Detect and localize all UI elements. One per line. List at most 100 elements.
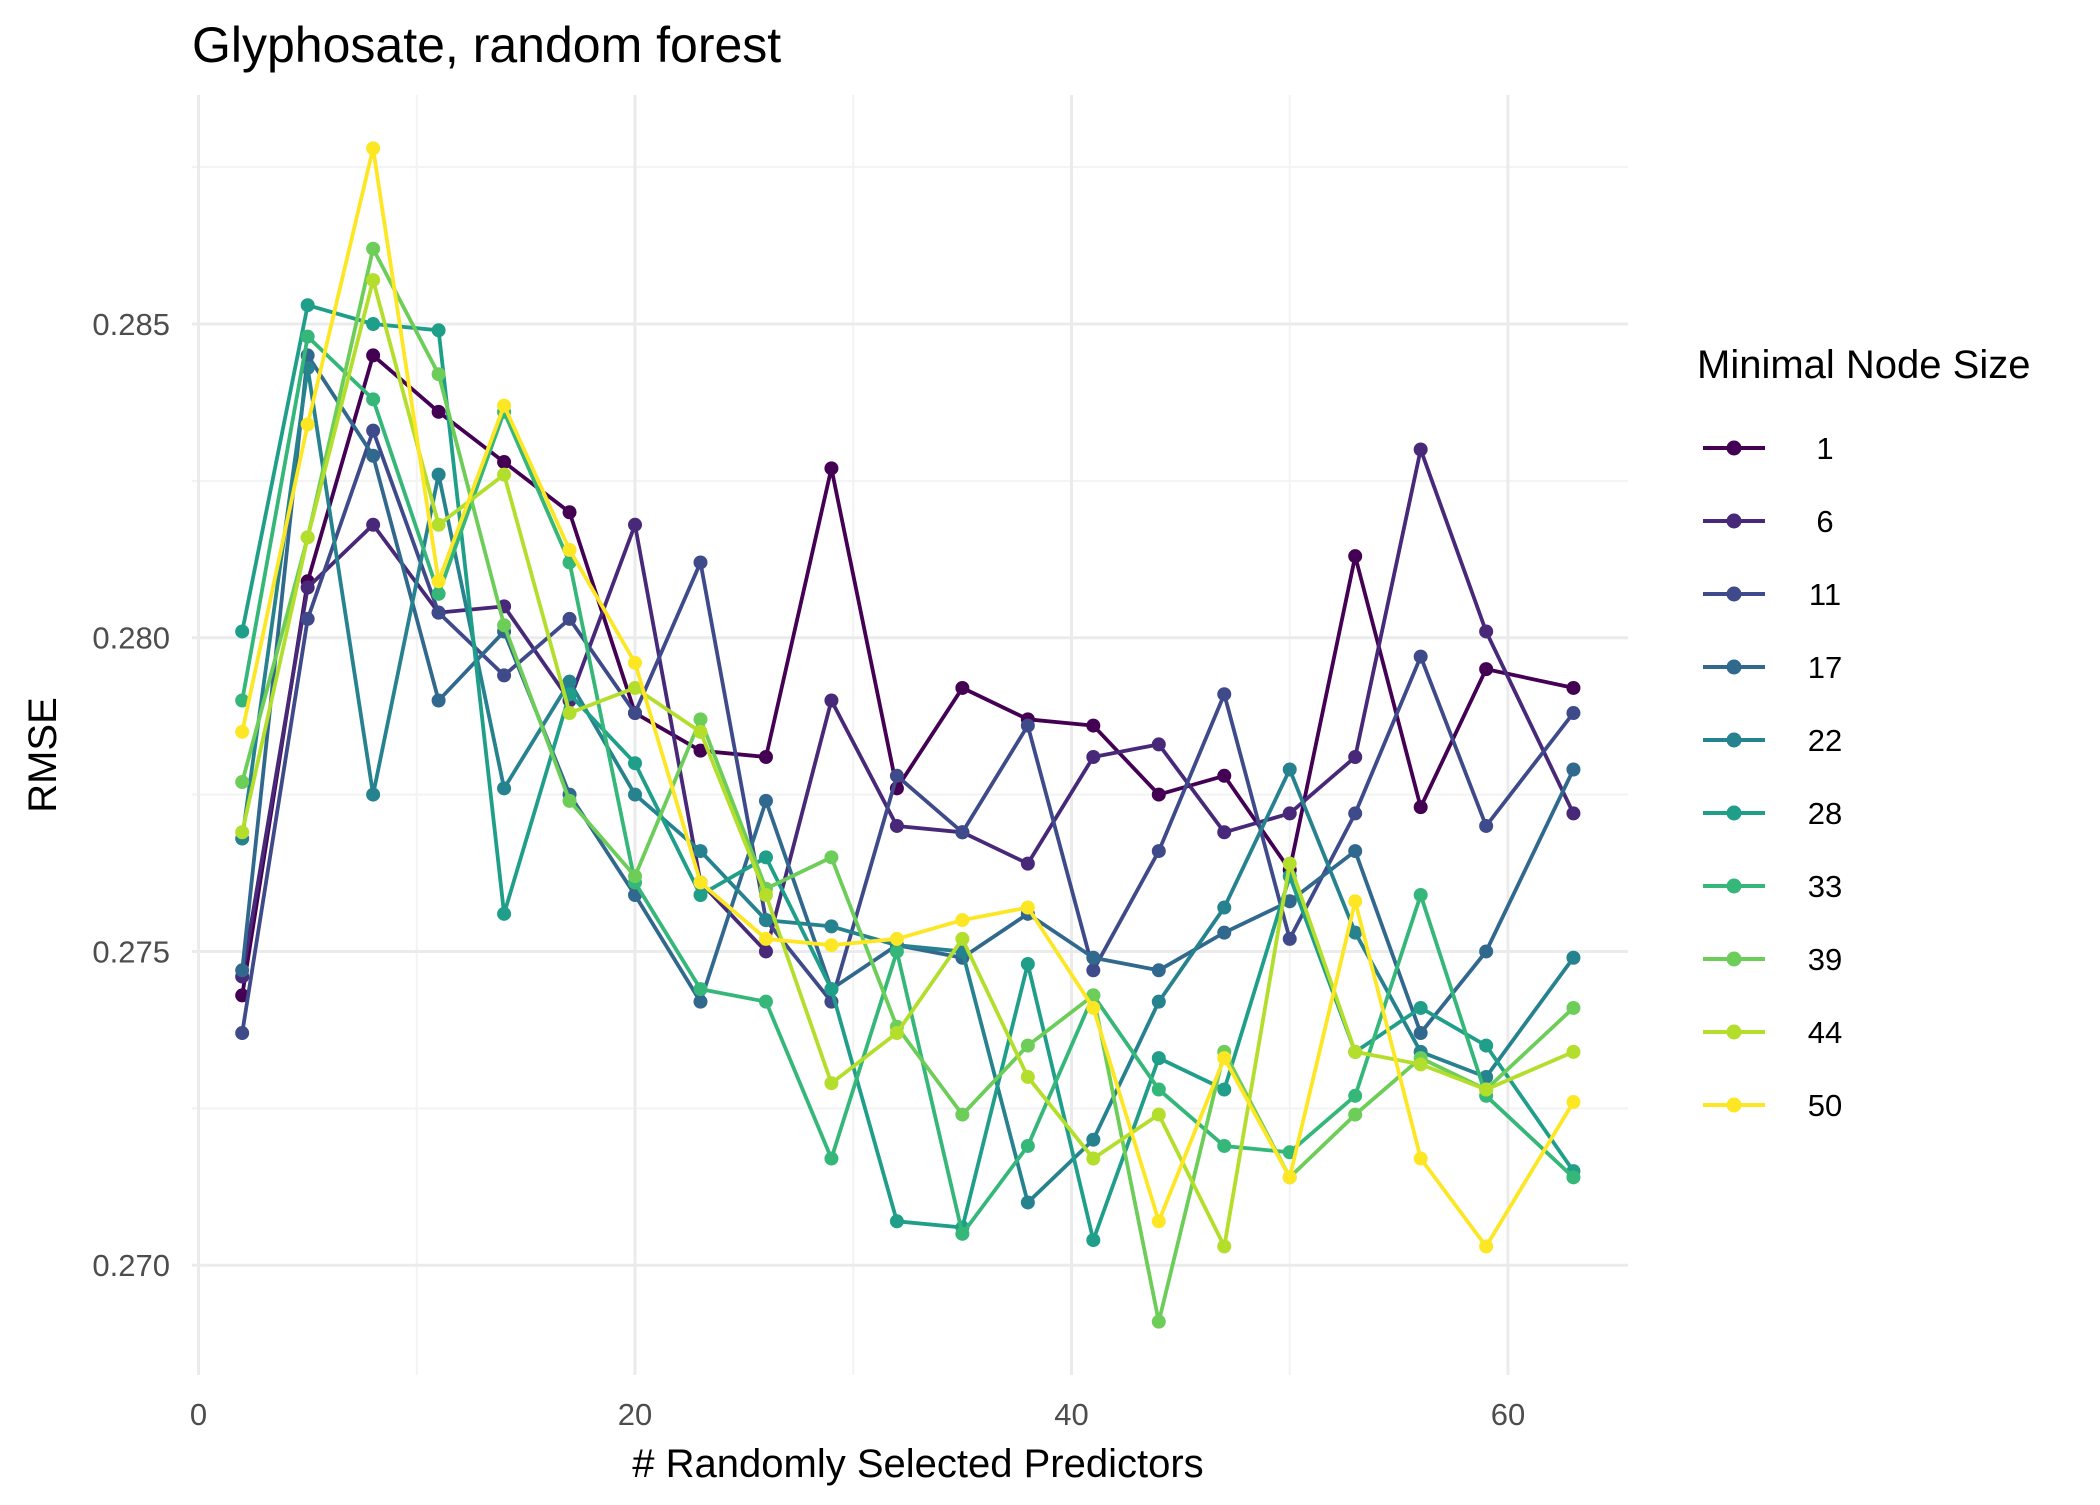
legend-item-50: 50	[1703, 1088, 1842, 1123]
legend-label: 22	[1808, 723, 1842, 758]
data-point	[497, 906, 512, 921]
data-point	[1151, 844, 1166, 859]
legend-item-28: 28	[1703, 796, 1842, 831]
data-point	[1217, 825, 1232, 840]
legend-title: Minimal Node Size	[1697, 343, 2030, 387]
data-point	[1282, 762, 1297, 777]
data-point	[1413, 649, 1428, 664]
data-point	[955, 1107, 970, 1122]
data-point	[300, 329, 315, 344]
legend-label: 6	[1816, 504, 1833, 539]
data-point	[1566, 1000, 1581, 1015]
series-50	[235, 141, 1581, 1254]
legend-item-1: 1	[1703, 431, 1834, 466]
data-point	[431, 605, 446, 620]
data-point	[889, 818, 904, 833]
legend-label: 44	[1808, 1015, 1842, 1050]
data-point	[955, 913, 970, 928]
y-axis-title: RMSE	[21, 697, 65, 813]
data-point	[235, 775, 250, 790]
data-point	[1348, 1088, 1363, 1103]
data-point	[1086, 950, 1101, 965]
data-point	[1566, 1095, 1581, 1110]
data-point	[366, 241, 381, 256]
data-point	[1020, 718, 1035, 733]
data-point	[758, 888, 773, 902]
data-point	[1020, 1069, 1035, 1084]
data-point	[693, 712, 708, 727]
legend-item-33: 33	[1703, 869, 1842, 904]
data-point	[562, 611, 577, 626]
data-point	[758, 931, 773, 946]
data-point	[758, 944, 773, 959]
data-point	[497, 398, 512, 413]
legend-items: 1 6 11 17 22 28 33 39 44 50	[1703, 431, 1842, 1123]
data-point	[693, 875, 708, 890]
legend: Minimal Node Size 1 6 11 17 22 28 33 39 44 50	[1697, 343, 2030, 1123]
data-point	[693, 724, 708, 739]
data-point	[889, 1214, 904, 1229]
y-tick-label: 0.280	[92, 621, 170, 656]
legend-label: 11	[1809, 577, 1841, 612]
data-point	[562, 793, 577, 808]
data-point	[955, 1226, 970, 1241]
legend-item-22: 22	[1703, 723, 1842, 758]
legend-marker	[1726, 732, 1742, 748]
data-point	[1282, 856, 1297, 871]
data-point	[824, 1151, 839, 1166]
data-point	[1413, 1026, 1428, 1041]
data-point	[824, 919, 839, 934]
data-point	[366, 392, 381, 407]
data-point	[431, 404, 446, 419]
legend-item-44: 44	[1703, 1015, 1842, 1050]
data-point	[1413, 888, 1428, 902]
data-point	[628, 517, 643, 532]
data-point	[824, 461, 839, 476]
data-point	[1217, 1082, 1232, 1097]
data-point	[366, 348, 381, 363]
data-point	[1566, 762, 1581, 777]
series-line-44	[240, 278, 1575, 1249]
legend-label: 28	[1808, 796, 1842, 831]
data-point	[1086, 988, 1101, 1003]
data-point	[1479, 818, 1494, 833]
data-point	[431, 574, 446, 589]
data-point	[758, 850, 773, 865]
data-point	[693, 555, 708, 570]
legend-marker	[1726, 659, 1742, 675]
data-point	[889, 1026, 904, 1041]
data-point	[1086, 1132, 1101, 1147]
x-tick-label: 0	[190, 1397, 207, 1432]
data-point	[1479, 1038, 1494, 1053]
data-point	[1217, 1138, 1232, 1153]
data-point	[1217, 1051, 1232, 1066]
data-point	[1282, 931, 1297, 946]
data-point	[1086, 1151, 1101, 1166]
data-point	[693, 994, 708, 1009]
data-point	[562, 706, 577, 721]
data-point	[366, 317, 381, 332]
data-point	[1566, 950, 1581, 965]
data-point	[300, 580, 315, 595]
data-point	[497, 668, 512, 683]
legend-marker	[1726, 951, 1742, 967]
data-point	[824, 938, 839, 953]
data-point	[1020, 856, 1035, 871]
legend-marker	[1726, 878, 1742, 894]
data-point	[824, 982, 839, 997]
data-point	[1151, 963, 1166, 978]
data-point	[431, 693, 446, 708]
x-tick-label: 60	[1491, 1397, 1525, 1432]
y-tick-label: 0.270	[92, 1248, 170, 1283]
data-point	[1020, 900, 1035, 915]
data-point	[235, 724, 250, 739]
data-point	[955, 931, 970, 946]
data-point	[1479, 944, 1494, 959]
legend-marker	[1726, 805, 1742, 821]
data-point	[1151, 737, 1166, 752]
data-point	[1151, 994, 1166, 1009]
data-point	[562, 674, 577, 689]
data-point	[758, 913, 773, 928]
data-point	[1151, 1107, 1166, 1122]
